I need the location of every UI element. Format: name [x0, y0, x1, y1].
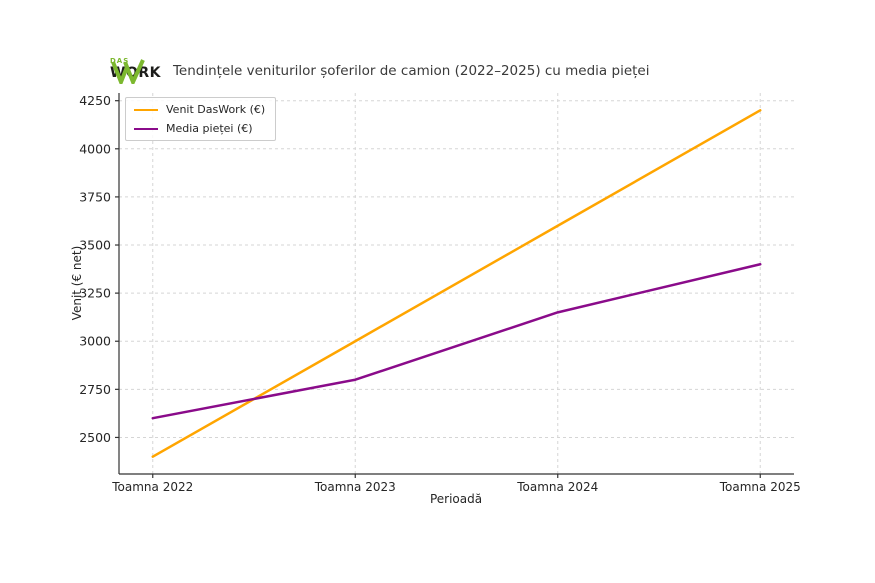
- legend: Venit DasWork (€) Media pieței (€): [125, 97, 277, 141]
- y-tick-label: 4000: [79, 141, 111, 156]
- y-tick-label: 3250: [79, 286, 111, 301]
- x-tick-label: Toamna 2025: [719, 480, 801, 494]
- legend-item: Venit DasWork (€): [134, 103, 265, 116]
- y-tick-label: 4250: [79, 93, 111, 108]
- x-tick-label: Toamna 2023: [314, 480, 396, 494]
- daswork-w-icon: [111, 59, 145, 84]
- daswork-logo: DAS WORK: [110, 57, 161, 84]
- series-line-0: [151, 109, 762, 458]
- y-axis-label: Venit (€ net): [70, 245, 84, 321]
- x-tick-label: Toamna 2022: [111, 480, 193, 494]
- legend-item: Media pieței (€): [134, 122, 265, 135]
- y-tick-label: 3000: [79, 334, 111, 349]
- legend-label: Media pieței (€): [166, 122, 253, 135]
- chart-title: Tendințele veniturilor șoferilor de cami…: [172, 63, 650, 79]
- legend-line-swatch: [134, 108, 158, 111]
- y-tick-label: 2500: [79, 430, 111, 445]
- series-line-1: [151, 263, 762, 420]
- logo-text-das: DAS: [110, 57, 130, 65]
- y-tick-label: 3500: [79, 238, 111, 253]
- y-tick-label: 2750: [79, 382, 111, 397]
- x-axis-label: Perioadă: [429, 492, 483, 506]
- legend-line-swatch: [134, 127, 158, 130]
- legend-label: Venit DasWork (€): [166, 103, 266, 116]
- chart-header: DAS WORK Tendințele veniturilor șoferilo…: [110, 57, 650, 84]
- x-tick-label: Toamna 2024: [516, 480, 598, 494]
- y-tick-label: 3750: [79, 189, 111, 204]
